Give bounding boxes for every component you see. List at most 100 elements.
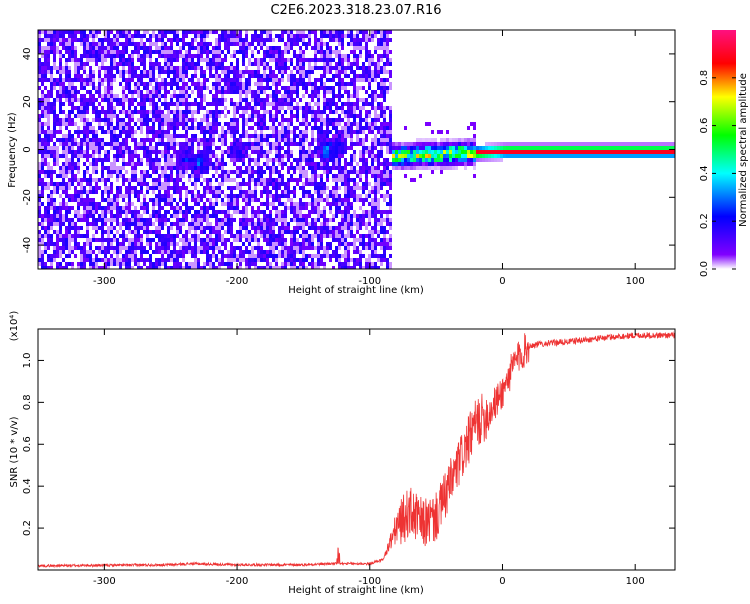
heatmap-cell [314,206,317,210]
heatmap-cell [215,102,218,106]
heatmap-cell [356,66,359,70]
heatmap-cell [221,62,224,66]
heatmap-cell [287,126,290,130]
heatmap-cell [215,210,218,214]
heatmap-cell [302,34,305,38]
heatmap-cell [131,186,134,190]
heatmap-cell [248,114,251,118]
heatmap-cell [122,158,125,162]
heatmap-cell [278,178,281,182]
heatmap-cell [191,126,194,130]
heatmap-cell [137,238,140,242]
heatmap-cell [161,214,164,218]
heatmap-cell [218,190,221,194]
heatmap-cell [77,70,80,74]
heatmap-cell [233,186,236,190]
heatmap-cell [245,146,248,150]
heatmap-cell [275,246,278,250]
heatmap-cell [155,50,158,54]
heatmap-cell [149,50,152,54]
heatmap-cell [131,150,134,154]
heatmap-cell [338,86,341,90]
heatmap-cell [329,242,332,246]
heatmap-cell [323,230,326,234]
heatmap-cell [338,230,341,234]
heatmap-cell [86,250,89,254]
heatmap-cell [305,130,308,134]
heatmap-cell [161,142,164,146]
heatmap-cell [203,38,206,42]
heatmap-cell [230,170,233,174]
heatmap-cell [326,50,329,54]
heatmap-cell [335,138,338,142]
heatmap-cell [236,122,239,126]
heatmap-cell [299,174,302,178]
heatmap-cell [278,146,281,150]
heatmap-cell [317,150,320,154]
heatmap-cell [86,106,89,110]
heatmap-cell [353,50,356,54]
heatmap-cell [269,250,272,254]
heatmap-cell [335,214,338,218]
heatmap-cell [290,190,293,194]
heatmap-cell [170,194,173,198]
heatmap-cell [149,98,152,102]
heatmap-cell [170,78,173,82]
heatmap-cell [278,266,281,269]
heatmap-cell [65,190,68,194]
heatmap-cell [131,230,134,234]
heatmap-cell [266,186,269,190]
heatmap-cell [356,98,359,102]
heatmap-cell [71,34,74,38]
heatmap-cell [221,170,224,174]
heatmap-cell [302,70,305,74]
heatmap-cell [311,262,314,266]
heatmap-cell [356,230,359,234]
heatmap-cell [197,50,200,54]
heatmap-cell [53,42,56,46]
heatmap-cell [323,50,326,54]
heatmap-cell [311,98,314,102]
heatmap-cell [167,186,170,190]
heatmap-cell [47,30,50,34]
heatmap-cell [62,138,65,142]
heatmap-cell [101,234,104,238]
heatmap-cell [155,266,158,269]
heatmap-cell [338,134,341,138]
heatmap-cell [194,134,197,138]
heatmap-cell [53,214,56,218]
heatmap-cell [287,38,290,42]
heatmap-cell [134,242,137,246]
heatmap-cell [257,142,260,146]
heatmap-cell [110,162,113,166]
heatmap-cell [329,122,332,126]
heatmap-cell [314,230,317,234]
heatmap-cell [41,94,44,98]
heatmap-cell [53,122,56,126]
heatmap-cell [122,46,125,50]
heatmap-cell [56,38,59,42]
heatmap-cell [323,198,326,202]
heatmap-cell [254,194,257,198]
heatmap-cell [188,206,191,210]
heatmap-cell [92,206,95,210]
heatmap-cell [308,254,311,258]
heatmap-cell [251,146,254,150]
heatmap-cell [221,198,224,202]
heatmap-cell [44,38,47,42]
heatmap-cell [245,54,248,58]
heatmap-cell [365,98,368,102]
heatmap-cell [146,74,149,78]
heatmap-cell [89,34,92,38]
heatmap-cell [98,110,101,114]
heatmap-cell [119,194,122,198]
heatmap-cell [320,174,323,178]
heatmap-cell [260,62,263,66]
heatmap-cell [287,190,290,194]
heatmap-cell [242,210,245,214]
heatmap-cell [38,254,41,258]
heatmap-cell [260,258,263,262]
heatmap-cell [329,170,332,174]
heatmap-cell [38,182,41,186]
heatmap-cell [38,222,41,226]
